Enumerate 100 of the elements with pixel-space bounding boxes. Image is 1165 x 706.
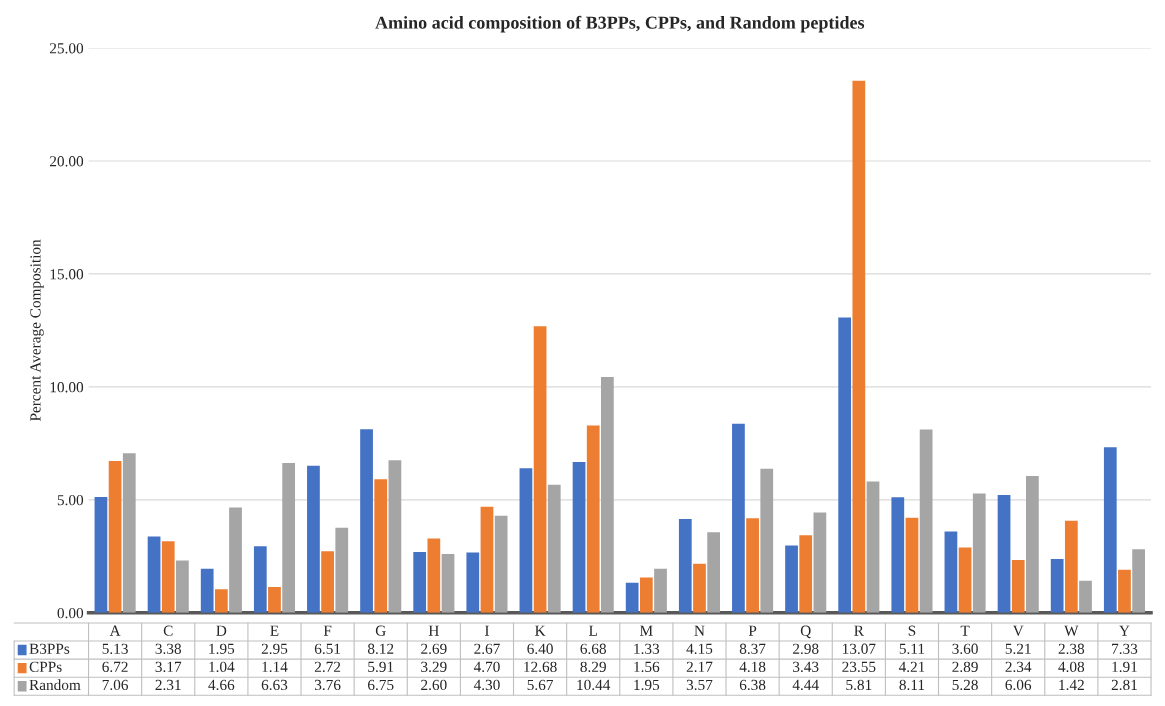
- bar: [307, 465, 320, 613]
- bar: [441, 554, 455, 613]
- data-label: 4.08: [1058, 661, 1085, 673]
- bar: [268, 587, 281, 613]
- data-label: 7.33: [1112, 643, 1138, 654]
- x-tick-label: Q: [800, 625, 811, 639]
- data-label: 2.72: [314, 661, 341, 673]
- legend-label: B3PPs: [29, 643, 70, 654]
- data-label: 4.66: [208, 679, 235, 691]
- data-label: 2.31: [155, 679, 181, 691]
- data-label: 1.33: [634, 643, 660, 654]
- bar: [1079, 580, 1092, 613]
- data-label: 2.34: [1005, 661, 1032, 673]
- bar: [466, 552, 480, 613]
- data-label: 1.95: [634, 679, 660, 691]
- x-tick-label: E: [270, 625, 279, 636]
- bar: [282, 463, 296, 613]
- data-label: 3.17: [155, 661, 182, 673]
- bar: [161, 541, 175, 613]
- bar: [229, 507, 242, 613]
- data-label: 13.07: [842, 643, 876, 654]
- bar: [639, 577, 653, 613]
- data-label: 5.67: [527, 679, 554, 691]
- bar: [852, 80, 866, 613]
- bar: [1064, 520, 1078, 613]
- bar: [572, 461, 586, 613]
- x-tick-label: W: [1064, 625, 1079, 636]
- legend-label: CPPs: [29, 661, 62, 672]
- bar: [785, 545, 798, 613]
- bar: [214, 589, 228, 613]
- data-label: 5.11: [899, 643, 925, 654]
- x-tick-label: C: [163, 625, 173, 636]
- data-label: 4.18: [739, 661, 766, 673]
- x-tick-label: R: [854, 625, 864, 636]
- bar: [958, 547, 972, 613]
- bar: [732, 423, 745, 613]
- x-tick-label: T: [960, 625, 970, 636]
- data-label: 5.21: [1005, 643, 1031, 654]
- data-label: 5.91: [368, 661, 394, 673]
- x-tick-label: I: [484, 625, 489, 636]
- x-tick-label: V: [1012, 625, 1024, 636]
- bar: [1011, 559, 1025, 613]
- bar: [972, 493, 986, 613]
- bar: [891, 497, 905, 613]
- bar: [997, 495, 1011, 613]
- y-tick-label: 10.00: [50, 382, 84, 393]
- bar: [944, 531, 958, 613]
- data-label: 5.28: [952, 679, 978, 691]
- bar: [480, 506, 494, 613]
- bar: [678, 519, 692, 613]
- data-label: 5.13: [102, 643, 128, 654]
- x-tick-label: H: [428, 625, 439, 636]
- data-label: 2.17: [686, 661, 713, 673]
- bar: [1132, 549, 1145, 613]
- data-label: 23.55: [842, 661, 876, 673]
- x-tick-label: F: [323, 625, 332, 636]
- data-label: 3.29: [421, 661, 447, 673]
- data-label: 2.98: [793, 643, 819, 654]
- data-label: 2.60: [421, 679, 447, 691]
- x-tick-label: Y: [1119, 625, 1130, 636]
- data-label: 5.81: [846, 679, 872, 691]
- bar: [799, 535, 813, 613]
- data-label: 7.06: [102, 679, 129, 691]
- bar: [200, 568, 214, 613]
- y-tick-label: 25.00: [49, 43, 84, 54]
- data-label: 3.76: [314, 679, 341, 691]
- bar: [693, 563, 706, 613]
- data-label: 6.06: [1005, 679, 1032, 691]
- bar: [625, 582, 639, 613]
- bar: [1118, 569, 1131, 613]
- data-label: 8.37: [739, 643, 766, 654]
- bar: [866, 481, 880, 613]
- bar: [360, 429, 373, 613]
- bar: [122, 453, 136, 613]
- y-tick-label: 5.00: [57, 494, 84, 506]
- bar: [321, 551, 334, 613]
- data-label: 4.30: [473, 679, 500, 691]
- data-label: 4.15: [686, 643, 713, 654]
- chart-title: Amino acid composition of B3PPs, CPPs, and Random peptides: [375, 15, 865, 33]
- x-tick-label: D: [216, 625, 227, 636]
- data-label: 6.72: [102, 661, 128, 673]
- data-label: 6.51: [314, 643, 341, 654]
- bar: [388, 460, 402, 613]
- y-tick-label: 15.00: [50, 269, 84, 280]
- bar: [654, 568, 667, 613]
- data-label: 1.91: [1112, 661, 1137, 673]
- bar: [547, 484, 561, 613]
- data-label: 4.70: [473, 661, 500, 673]
- data-label: 2.89: [952, 661, 978, 673]
- data-label: 8.11: [899, 679, 925, 691]
- data-label: 2.67: [474, 643, 500, 654]
- data-label: 1.42: [1059, 679, 1084, 691]
- bar: [335, 527, 349, 613]
- bar: [1026, 475, 1039, 613]
- bar: [413, 552, 427, 613]
- data-label: 1.56: [634, 661, 660, 673]
- bar: [374, 479, 388, 613]
- data-label: 3.57: [686, 679, 713, 691]
- bar: [427, 538, 441, 613]
- bar: [586, 425, 600, 613]
